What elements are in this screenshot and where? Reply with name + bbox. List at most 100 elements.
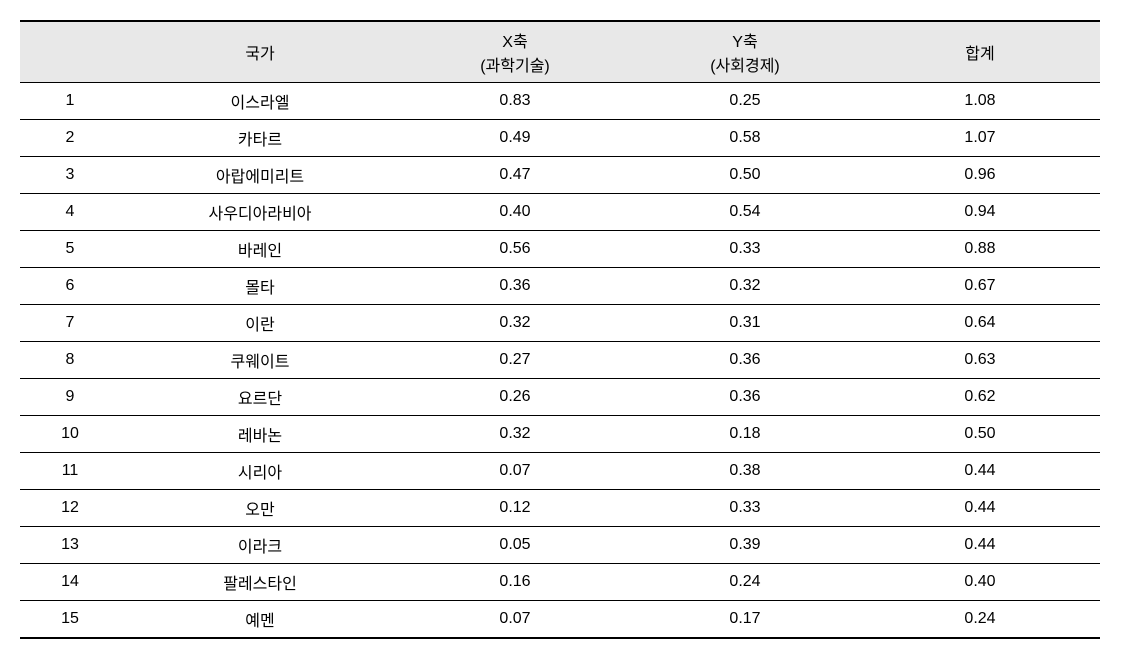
cell-y: 0.32 [630,268,860,305]
cell-rank: 7 [20,305,120,342]
cell-rank: 2 [20,120,120,157]
cell-x: 0.05 [400,527,630,564]
cell-y: 0.24 [630,564,860,601]
cell-y: 0.36 [630,379,860,416]
header-x-axis: X축 (과학기술) [400,21,630,83]
cell-total: 0.67 [860,268,1100,305]
cell-y: 0.58 [630,120,860,157]
cell-x: 0.40 [400,194,630,231]
cell-y: 0.18 [630,416,860,453]
cell-y: 0.38 [630,453,860,490]
cell-rank: 14 [20,564,120,601]
cell-y: 0.36 [630,342,860,379]
cell-y: 0.39 [630,527,860,564]
table-row: 10레바논0.320.180.50 [20,416,1100,453]
header-x-line1: X축 [408,28,622,52]
cell-x: 0.83 [400,83,630,120]
cell-total: 0.94 [860,194,1100,231]
cell-rank: 5 [20,231,120,268]
table-row: 1이스라엘0.830.251.08 [20,83,1100,120]
header-rank [20,21,120,83]
cell-total: 0.63 [860,342,1100,379]
cell-total: 1.07 [860,120,1100,157]
header-y-line2: (사회경제) [638,52,852,76]
cell-total: 0.50 [860,416,1100,453]
cell-country: 오만 [120,490,400,527]
cell-country: 레바논 [120,416,400,453]
cell-y: 0.25 [630,83,860,120]
cell-country: 시리아 [120,453,400,490]
cell-country: 사우디아라비아 [120,194,400,231]
table-row: 12오만0.120.330.44 [20,490,1100,527]
cell-country: 예멘 [120,601,400,639]
cell-x: 0.07 [400,453,630,490]
table-header-row: 국가 X축 (과학기술) Y축 (사회경제) 합계 [20,21,1100,83]
cell-y: 0.33 [630,490,860,527]
table-row: 13이라크0.050.390.44 [20,527,1100,564]
cell-country: 몰타 [120,268,400,305]
cell-country: 카타르 [120,120,400,157]
cell-x: 0.32 [400,305,630,342]
table-row: 15예멘0.070.170.24 [20,601,1100,639]
cell-country: 쿠웨이트 [120,342,400,379]
cell-y: 0.50 [630,157,860,194]
header-country: 국가 [120,21,400,83]
cell-rank: 6 [20,268,120,305]
cell-y: 0.31 [630,305,860,342]
cell-country: 아랍에미리트 [120,157,400,194]
header-x-line2: (과학기술) [408,52,622,76]
cell-rank: 10 [20,416,120,453]
cell-rank: 4 [20,194,120,231]
table-row: 8쿠웨이트0.270.360.63 [20,342,1100,379]
cell-x: 0.56 [400,231,630,268]
table-row: 2카타르0.490.581.07 [20,120,1100,157]
cell-total: 0.44 [860,527,1100,564]
cell-country: 이스라엘 [120,83,400,120]
cell-country: 이라크 [120,527,400,564]
table-body: 1이스라엘0.830.251.082카타르0.490.581.073아랍에미리트… [20,83,1100,639]
table-row: 9요르단0.260.360.62 [20,379,1100,416]
table-row: 6몰타0.360.320.67 [20,268,1100,305]
cell-x: 0.32 [400,416,630,453]
cell-x: 0.12 [400,490,630,527]
cell-country: 요르단 [120,379,400,416]
cell-rank: 9 [20,379,120,416]
cell-x: 0.07 [400,601,630,639]
cell-rank: 12 [20,490,120,527]
cell-x: 0.47 [400,157,630,194]
header-y-line1: Y축 [638,28,852,52]
cell-rank: 1 [20,83,120,120]
cell-total: 0.24 [860,601,1100,639]
cell-x: 0.36 [400,268,630,305]
cell-country: 이란 [120,305,400,342]
cell-rank: 3 [20,157,120,194]
table-row: 5바레인0.560.330.88 [20,231,1100,268]
cell-rank: 8 [20,342,120,379]
cell-rank: 11 [20,453,120,490]
cell-total: 0.64 [860,305,1100,342]
cell-x: 0.16 [400,564,630,601]
cell-rank: 15 [20,601,120,639]
cell-total: 0.88 [860,231,1100,268]
table-row: 7이란0.320.310.64 [20,305,1100,342]
cell-total: 0.44 [860,490,1100,527]
cell-total: 1.08 [860,83,1100,120]
cell-y: 0.17 [630,601,860,639]
header-y-axis: Y축 (사회경제) [630,21,860,83]
cell-x: 0.26 [400,379,630,416]
cell-y: 0.54 [630,194,860,231]
cell-total: 0.62 [860,379,1100,416]
cell-y: 0.33 [630,231,860,268]
cell-total: 0.44 [860,453,1100,490]
table-row: 3아랍에미리트0.470.500.96 [20,157,1100,194]
country-data-table: 국가 X축 (과학기술) Y축 (사회경제) 합계 1이스라엘0.830.251… [20,20,1100,639]
table-row: 11시리아0.070.380.44 [20,453,1100,490]
table-row: 14팔레스타인0.160.240.40 [20,564,1100,601]
cell-x: 0.49 [400,120,630,157]
header-total: 합계 [860,21,1100,83]
cell-x: 0.27 [400,342,630,379]
table-row: 4사우디아라비아0.400.540.94 [20,194,1100,231]
cell-country: 팔레스타인 [120,564,400,601]
cell-rank: 13 [20,527,120,564]
cell-total: 0.96 [860,157,1100,194]
